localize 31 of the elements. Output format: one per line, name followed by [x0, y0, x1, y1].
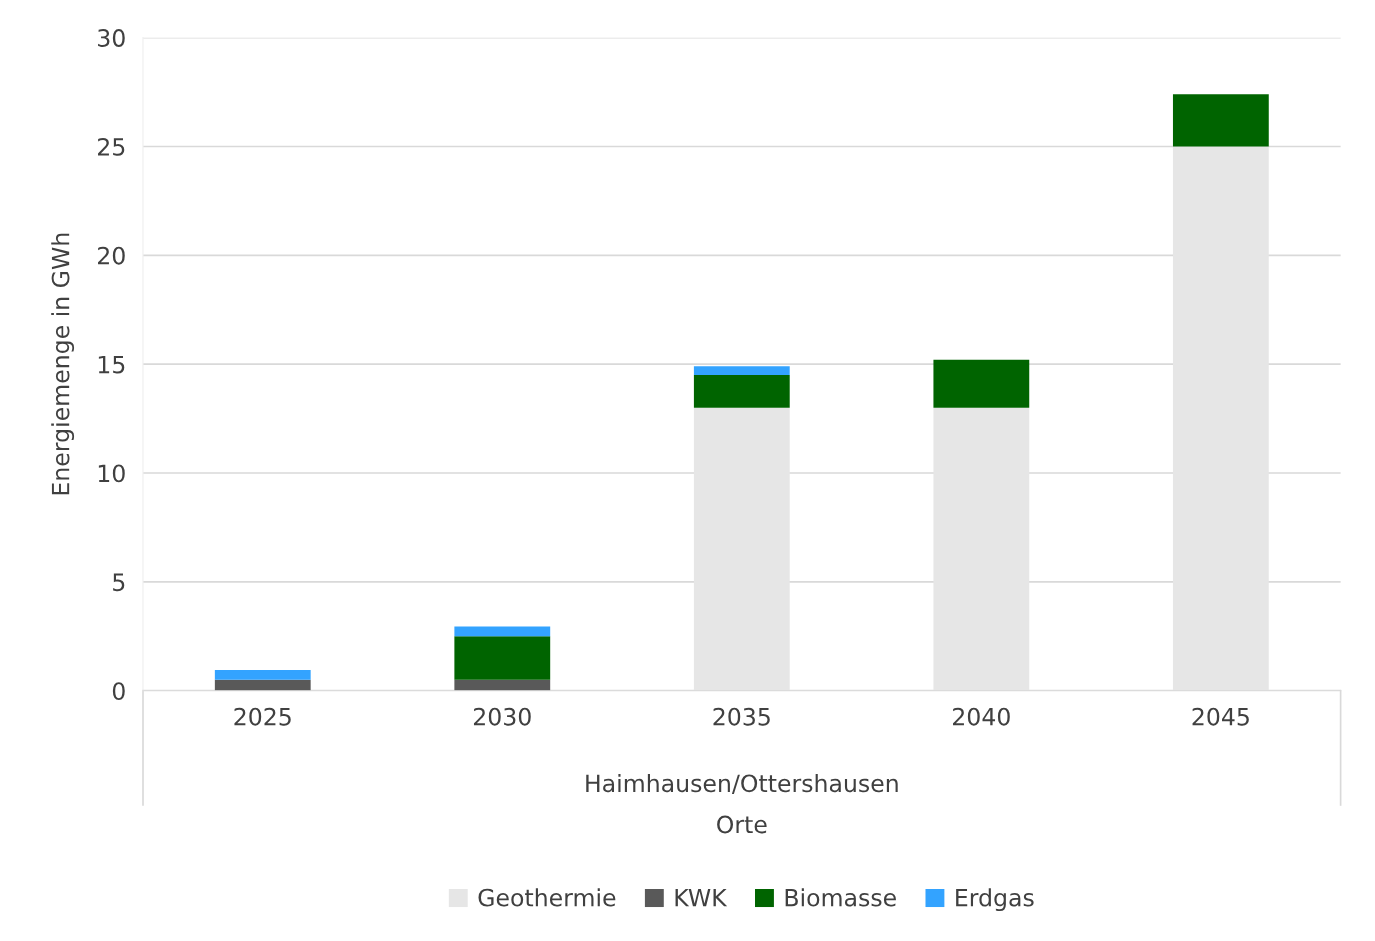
legend-label: Erdgas	[956, 888, 1034, 912]
bar	[454, 626, 551, 637]
bar	[454, 636, 551, 680]
bar	[933, 407, 1030, 691]
bar	[1172, 94, 1269, 147]
y-tick-label: 10	[98, 464, 125, 483]
x-axis-title: Orte	[717, 815, 767, 834]
x-tick-label: 2045	[1192, 707, 1249, 726]
bar	[693, 375, 790, 408]
y-tick-label: 0	[112, 682, 125, 700]
y-tick-label: 5	[113, 573, 125, 592]
y-axis-title: Energiemenge in GWh	[51, 233, 75, 495]
y-tick-label: 20	[98, 246, 125, 265]
x-tick-label: 2025	[234, 707, 291, 726]
legend-label: Geothermie	[478, 888, 616, 907]
legend-label: KWK	[675, 889, 728, 907]
x-tick-label: 2035	[713, 707, 770, 726]
legend-label: Biomasse	[785, 888, 896, 907]
bar	[454, 679, 551, 691]
bar	[214, 670, 311, 680]
bar	[214, 679, 311, 691]
y-tick-label: 15	[98, 355, 125, 374]
y-tick-label: 25	[98, 137, 125, 156]
text: Haimhausen/Ottershausen	[586, 773, 898, 795]
x-tick-label: 2040	[953, 707, 1010, 726]
bar	[1172, 146, 1269, 691]
bar	[693, 366, 790, 376]
bar	[693, 407, 790, 691]
bar	[933, 359, 1030, 408]
x-tick-label: 2030	[473, 707, 531, 726]
y-tick-label: 30	[98, 29, 125, 47]
